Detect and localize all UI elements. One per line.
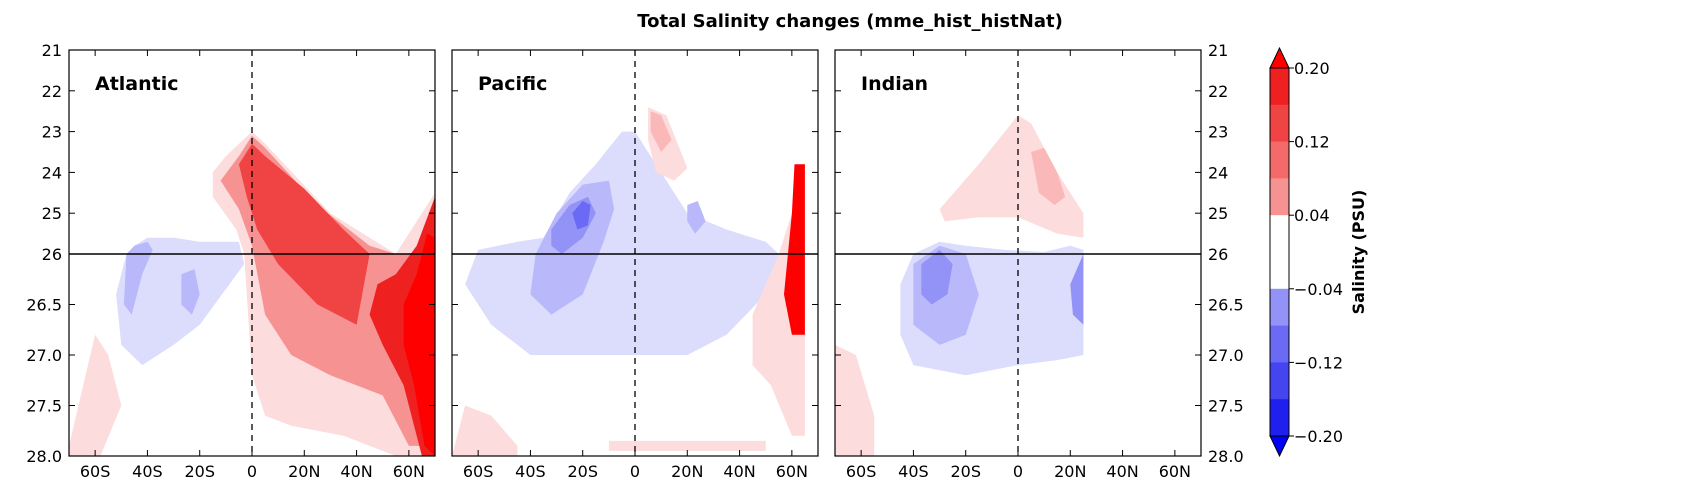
y-axis-labels: 21 21 22 22 23 23 24 24 25 25 26 26 26.5 26.5 27.0 27.0… bbox=[26, 41, 1243, 466]
colorbar-segment bbox=[1270, 399, 1289, 437]
negative-anomaly-region bbox=[116, 237, 245, 366]
negative-anomaly-region bbox=[921, 249, 953, 305]
positive-anomaly-region bbox=[1031, 147, 1066, 205]
y-tick-label-right: 24 bbox=[1208, 163, 1228, 182]
x-tick-label: 0 bbox=[1013, 462, 1023, 481]
y-tick-label-right: 21 bbox=[1208, 41, 1228, 60]
x-tick-label: 60N bbox=[776, 462, 808, 481]
x-tick-label: 20S bbox=[950, 462, 981, 481]
y-tick-label-left: 25 bbox=[42, 204, 62, 223]
y-tick-label-left: 24 bbox=[42, 163, 62, 182]
negative-anomaly-region bbox=[123, 241, 153, 315]
colorbar-segment bbox=[1270, 252, 1289, 290]
y-tick-label-right: 28.0 bbox=[1208, 447, 1244, 466]
y-tick-label-left: 27.5 bbox=[26, 397, 62, 416]
colorbar-tick-label: 0.20 bbox=[1294, 59, 1330, 78]
negative-anomaly-region bbox=[687, 201, 706, 234]
colorbar-extend-bottom bbox=[1269, 435, 1290, 458]
positive-anomaly-region bbox=[608, 440, 766, 451]
panel-indian: Indian 60S 40S 20S 0 20N 40N 60N bbox=[834, 49, 1202, 481]
y-tick-label-right: 26.5 bbox=[1208, 296, 1244, 315]
colorbar-segment bbox=[1270, 215, 1289, 253]
panel-pacific: Pacific 60S 40S 20S 0 20N 40N 60N bbox=[451, 49, 819, 481]
negative-anomaly-region bbox=[572, 201, 591, 230]
contour-fills bbox=[452, 107, 805, 456]
x-tick-label: 40N bbox=[1106, 462, 1138, 481]
positive-anomaly-region bbox=[650, 111, 672, 152]
panel-label: Indian bbox=[861, 73, 928, 95]
panel-label: Atlantic bbox=[95, 73, 179, 95]
x-tick-label: 40S bbox=[515, 462, 546, 481]
y-tick-label-right: 26 bbox=[1208, 245, 1228, 264]
y-tick-label-right: 27.0 bbox=[1208, 346, 1244, 365]
colorbar-segment bbox=[1270, 325, 1289, 363]
colorbar-segment bbox=[1270, 68, 1289, 106]
x-tick-label: 60N bbox=[1159, 462, 1191, 481]
y-tick-label-left: 21 bbox=[42, 41, 62, 60]
x-tick-label: 20N bbox=[1054, 462, 1086, 481]
y-tick-label-left: 26 bbox=[42, 245, 62, 264]
positive-anomaly-region bbox=[403, 233, 435, 456]
colorbar-frame bbox=[1269, 67, 1290, 437]
x-tick-label: 60S bbox=[80, 462, 111, 481]
colorbar: 0.20 0.12 0.04 −0.04 −0.12 −0.20 Salinity (PSU… bbox=[1269, 46, 1368, 458]
x-tick-label: 0 bbox=[247, 462, 257, 481]
negative-anomaly-region bbox=[181, 269, 200, 315]
colorbar-segment bbox=[1270, 141, 1289, 179]
colorbar-tick-label: −0.12 bbox=[1294, 353, 1343, 372]
y-tick-label-right: 22 bbox=[1208, 82, 1228, 101]
colorbar-tick-label: −0.04 bbox=[1294, 280, 1343, 299]
colorbar-tick-label: 0.12 bbox=[1294, 133, 1330, 152]
x-tick-label: 40S bbox=[898, 462, 929, 481]
contour-fills bbox=[835, 115, 1084, 456]
y-tick-label-left: 23 bbox=[42, 123, 62, 142]
positive-anomaly-region bbox=[452, 405, 518, 456]
x-tick-label: 60N bbox=[393, 462, 425, 481]
colorbar-tick-label: −0.20 bbox=[1294, 427, 1343, 446]
x-tick-label: 0 bbox=[630, 462, 640, 481]
contour-fills bbox=[69, 131, 435, 456]
x-tick-label: 20S bbox=[184, 462, 215, 481]
colorbar-segment bbox=[1270, 178, 1289, 216]
y-tick-label-left: 28.0 bbox=[26, 447, 62, 466]
panels-layer: Atlantic 60S 40S 20S 0 20N 40N 60N Pacific 60S 40S… bbox=[26, 41, 1243, 481]
colorbar-extend-top bbox=[1269, 46, 1290, 69]
x-tick-label: 40N bbox=[723, 462, 755, 481]
x-tick-label: 20S bbox=[567, 462, 598, 481]
negative-anomaly-region bbox=[465, 131, 779, 355]
x-tick-label: 60S bbox=[846, 462, 877, 481]
colorbar-segment bbox=[1270, 104, 1289, 143]
colorbar-label: Salinity (PSU) bbox=[1349, 190, 1368, 315]
y-tick-label-left: 26.5 bbox=[26, 296, 62, 315]
y-tick-label-right: 25 bbox=[1208, 204, 1228, 223]
panel-atlantic: Atlantic 60S 40S 20S 0 20N 40N 60N bbox=[68, 49, 436, 481]
colorbar-tick-label: 0.04 bbox=[1294, 206, 1330, 225]
x-tick-label: 40N bbox=[340, 462, 372, 481]
y-tick-label-right: 23 bbox=[1208, 123, 1228, 142]
x-tick-label: 20N bbox=[288, 462, 320, 481]
y-tick-label-left: 22 bbox=[42, 82, 62, 101]
positive-anomaly-region bbox=[939, 115, 1084, 238]
positive-anomaly-region bbox=[238, 143, 370, 325]
y-tick-label-left: 27.0 bbox=[26, 346, 62, 365]
x-tick-label: 40S bbox=[132, 462, 163, 481]
x-tick-label: 20N bbox=[671, 462, 703, 481]
negative-anomaly-region bbox=[1070, 254, 1084, 325]
y-tick-label-right: 27.5 bbox=[1208, 397, 1244, 416]
positive-anomaly-region bbox=[69, 334, 122, 456]
chart-title: Total Salinity changes (mme_hist_histNat… bbox=[637, 11, 1063, 32]
x-tick-label: 60S bbox=[463, 462, 494, 481]
positive-anomaly-region bbox=[784, 164, 805, 335]
colorbar-segment bbox=[1270, 362, 1289, 400]
positive-anomaly-region bbox=[835, 344, 875, 456]
colorbar-segment bbox=[1270, 288, 1289, 327]
panel-label: Pacific bbox=[478, 73, 547, 95]
